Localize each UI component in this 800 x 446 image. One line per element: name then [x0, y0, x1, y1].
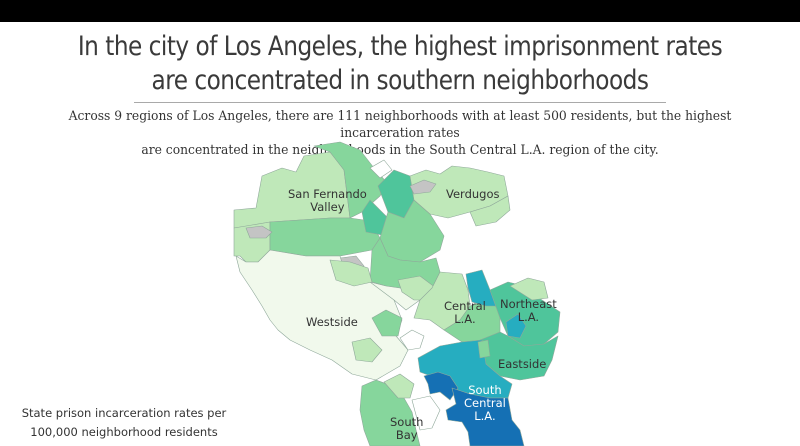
label-eastside: Eastside	[498, 358, 546, 371]
verdugos	[409, 165, 509, 219]
legend-title: State prison incarceration rates per 100…	[14, 404, 234, 442]
legend-title-line-2: 100,000 neighborhood residents	[30, 425, 218, 439]
label-central-la: Central L.A.	[444, 300, 486, 326]
south-central-green-cell	[477, 339, 491, 359]
central-white-gap	[399, 329, 425, 351]
label-line: Verdugos	[446, 187, 500, 201]
westside-lightgreen-b	[351, 337, 383, 363]
title-line-2: are concentrated in southern neighborhoo…	[151, 65, 650, 96]
label-line: Eastside	[498, 357, 547, 371]
label-south-central-la: South Central L.A.	[464, 384, 506, 423]
label-line: South	[468, 383, 502, 397]
sfv-mid-band	[269, 217, 381, 257]
title-line-1: In the city of Los Angeles, the highest …	[77, 31, 723, 62]
northeast-blue-cell	[505, 313, 527, 339]
westside-green-cell	[371, 309, 403, 337]
chart-subtitle: Across 9 regions of Los Angeles, there a…	[39, 108, 760, 159]
label-northeast-la: Northeast L.A.	[500, 298, 557, 324]
label-san-fernando-valley: San Fernando Valley	[288, 188, 367, 214]
south-bay-light	[383, 373, 415, 399]
legend-title-line-1: State prison incarceration rates per	[21, 406, 227, 420]
label-line: Northeast	[500, 297, 557, 311]
map-svg	[233, 141, 561, 446]
choropleth-map: San Fernando Valley Verdugos Central L.A…	[0, 140, 800, 446]
top-black-bar	[0, 0, 800, 22]
no-data-area-2	[409, 179, 437, 195]
chart-title: In the city of Los Angeles, the highest …	[56, 30, 744, 98]
label-line: L.A.	[517, 310, 540, 324]
south-bay-white-gap	[411, 395, 441, 431]
south-central-la-west	[423, 371, 459, 401]
label-south-bay: South Bay	[390, 416, 423, 442]
subtitle-line-1: Across 9 regions of Los Angeles, there a…	[68, 109, 732, 141]
label-line: San Fernando	[288, 187, 367, 201]
label-line: Bay	[395, 428, 418, 442]
label-line: Westside	[306, 315, 358, 329]
westside-lightgreen-a	[329, 259, 373, 287]
subtitle-line-2: are concentrated in the neighborhoods in…	[141, 143, 659, 158]
label-line: Central	[464, 396, 506, 410]
white-gap-1	[369, 159, 393, 179]
title-divider	[134, 102, 666, 103]
label-verdugos: Verdugos	[446, 188, 500, 201]
label-westside: Westside	[306, 316, 358, 329]
label-line: South	[390, 415, 424, 429]
sfv-central-north	[313, 141, 389, 219]
central-teal-strip	[465, 269, 497, 307]
south-central-la	[445, 387, 525, 446]
no-data-area-1	[245, 225, 273, 239]
northeast-lightgreen	[509, 277, 549, 301]
label-line: Central	[444, 299, 486, 313]
label-line: L.A.	[474, 409, 496, 423]
label-line: Valley	[310, 200, 345, 214]
label-line: L.A.	[454, 312, 476, 326]
verdugos-east	[469, 195, 511, 227]
